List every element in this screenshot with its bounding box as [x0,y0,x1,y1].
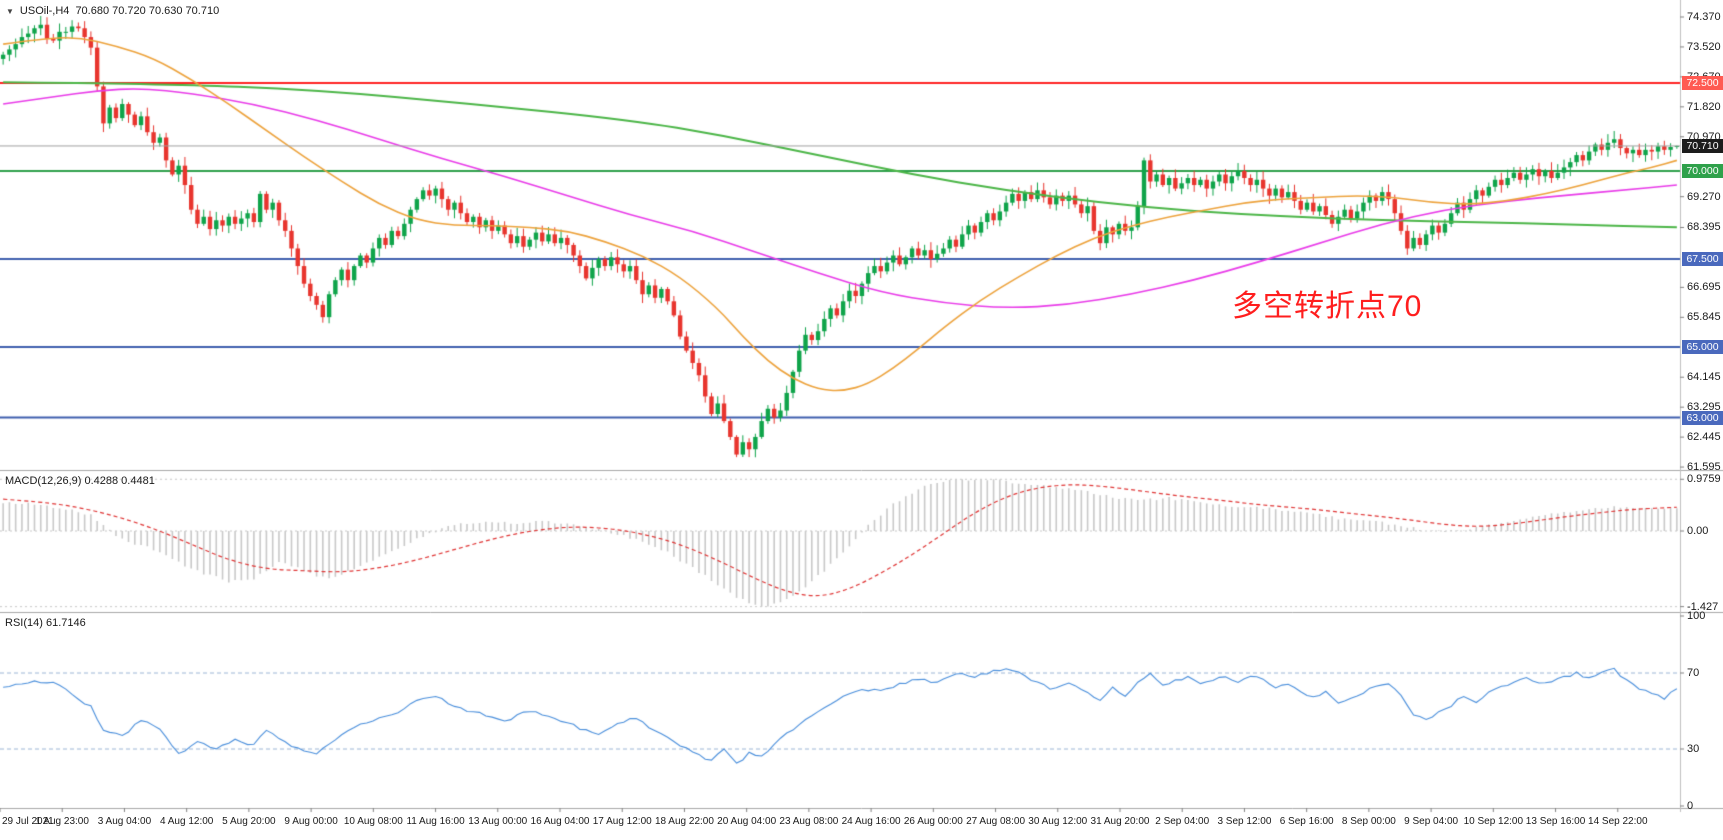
price-tag-63.000: 63.000 [1682,410,1723,425]
time-axis-label[interactable]: 10 Sep 12:00 [1463,816,1524,827]
macd-indicator-label: MACD(12,26,9) 0.4288 0.4481 [5,475,155,487]
chevron-down-icon[interactable]: ▼ [6,6,14,16]
time-axis-label[interactable]: 9 Sep 04:00 [1404,816,1459,827]
price-axis-tick[interactable]: 69.270 [1687,190,1721,203]
time-axis-label[interactable]: 17 Aug 12:00 [592,816,652,827]
time-axis-label[interactable]: 20 Aug 04:00 [717,816,777,827]
time-axis-label[interactable]: 24 Aug 16:00 [841,816,901,827]
time-axis-label[interactable]: 11 Aug 16:00 [406,816,465,827]
time-axis-label[interactable]: 26 Aug 00:00 [903,816,963,827]
price-tag-67.500: 67.500 [1682,252,1723,267]
time-axis-label[interactable]: 18 Aug 22:00 [654,816,714,827]
rsi-axis-tick[interactable]: 30 [1687,743,1700,755]
time-axis-label[interactable]: 3 Aug 04:00 [97,816,152,827]
price-tag-70.710: 70.710 [1682,138,1723,153]
time-axis-label[interactable]: 16 Aug 04:00 [530,816,590,827]
symbol-info: ▼ USOil-,H4 70.680 70.720 70.630 70.710 [6,5,219,17]
time-axis-label[interactable]: 31 Aug 20:00 [1090,816,1150,827]
price-axis-tick[interactable]: 64.145 [1687,371,1721,384]
symbol-period-label: USOil-,H4 [19,5,70,17]
price-axis-tick[interactable]: 71.820 [1687,100,1721,113]
time-axis-label[interactable]: 23 Aug 08:00 [779,816,839,827]
time-axis-label[interactable]: 10 Aug 08:00 [343,816,403,827]
time-axis-label[interactable]: 8 Sep 00:00 [1341,816,1396,827]
price-tag-72.500: 72.500 [1682,75,1723,90]
time-axis-label[interactable]: 13 Sep 16:00 [1525,816,1586,827]
price-axis-tick[interactable]: 61.595 [1687,461,1721,474]
time-axis-label[interactable]: 4 Aug 12:00 [159,816,214,827]
price-axis-tick[interactable]: 73.520 [1687,40,1721,53]
time-axis-label[interactable]: 27 Aug 08:00 [966,816,1026,827]
rsi-axis-tick[interactable]: 0 [1687,800,1694,812]
macd-axis-tick[interactable]: -1.427 [1687,600,1719,613]
time-axis-label[interactable]: 2 Sep 04:00 [1155,816,1210,827]
price-axis-tick[interactable]: 74.370 [1687,11,1721,23]
price-axis-tick[interactable]: 62.445 [1687,431,1721,444]
price-tag-70.000: 70.000 [1682,163,1723,178]
time-axis-label[interactable]: 6 Sep 16:00 [1279,816,1334,827]
price-axis-tick[interactable]: 63.295 [1687,401,1721,414]
price-axis-tick[interactable]: 66.695 [1687,281,1721,294]
price-tag-65.000: 65.000 [1682,340,1723,355]
time-axis-label[interactable]: 5 Aug 20:00 [222,816,276,827]
price-axis-tick[interactable]: 68.395 [1687,221,1721,234]
time-axis-label[interactable]: 13 Aug 00:00 [468,816,528,827]
macd-axis-tick[interactable]: 0.9759 [1687,473,1721,486]
time-axis-label[interactable]: 1 Aug 23:00 [35,816,89,827]
rsi-indicator-label: RSI(14) 61.7146 [5,617,86,629]
rsi-axis-tick[interactable]: 70 [1687,667,1700,679]
time-axis-label[interactable]: 9 Aug 00:00 [284,816,338,827]
ohlc-readout: 70.680 70.720 70.630 70.710 [75,5,220,17]
price-axis-tick[interactable]: 65.845 [1687,311,1721,324]
time-axis-label[interactable]: 3 Sep 12:00 [1217,816,1272,827]
macd-axis-tick[interactable]: 0.00 [1687,525,1709,537]
rsi-axis-tick[interactable]: 100 [1687,610,1706,622]
time-axis-label[interactable]: 29 Jul 2021 [2,816,54,827]
time-axis-label[interactable]: 30 Aug 12:00 [1028,816,1088,827]
time-axis-label[interactable]: 14 Sep 22:00 [1588,816,1648,827]
annotation-text: 多空转折点70 [1232,290,1423,323]
